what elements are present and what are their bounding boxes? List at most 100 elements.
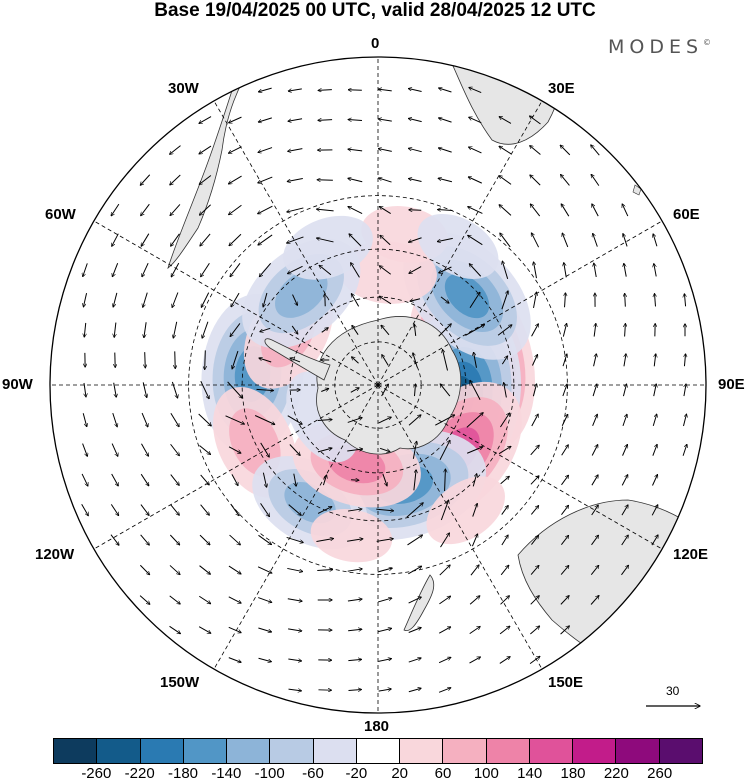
wind-vector xyxy=(469,117,482,124)
wind-vector xyxy=(347,539,363,542)
wind-vector xyxy=(622,444,628,456)
wind-vector xyxy=(287,207,304,212)
wind-vector xyxy=(348,149,363,151)
wind-vector xyxy=(231,474,238,485)
wind-vector xyxy=(468,207,483,214)
longitude-label-0: 0 xyxy=(371,35,380,52)
wind-vector xyxy=(145,352,146,368)
wind-vector xyxy=(143,292,148,308)
map-title: Base 19/04/2025 00 UTC, valid 28/04/2025… xyxy=(154,0,596,21)
wind-vector xyxy=(199,175,212,184)
wind-vector xyxy=(317,570,332,571)
wind-vector xyxy=(439,266,452,273)
wind-vector xyxy=(258,87,272,92)
wind-vector xyxy=(591,445,598,456)
wind-vector xyxy=(258,234,273,245)
wind-vector xyxy=(287,177,303,181)
wind-vector xyxy=(497,325,512,336)
wind-vector xyxy=(652,444,657,456)
wind-vector xyxy=(287,598,302,601)
meridian-line xyxy=(377,384,543,670)
wind-vector xyxy=(140,473,149,486)
wind-vector xyxy=(561,175,570,186)
wind-vector xyxy=(111,473,119,486)
wind-vector xyxy=(321,388,328,392)
wind-vector xyxy=(414,384,415,397)
wind-vector xyxy=(258,117,272,122)
wind-vector xyxy=(113,292,118,307)
wind-vector xyxy=(592,204,599,217)
wind-vector xyxy=(319,265,332,276)
meridian-line xyxy=(377,220,663,386)
wind-vector xyxy=(287,265,303,273)
wind-vector xyxy=(438,688,451,693)
wind-vector xyxy=(499,205,512,216)
meridian-line xyxy=(213,100,379,386)
wind-vector xyxy=(202,321,209,339)
wind-vector xyxy=(291,325,298,334)
wind-vector xyxy=(230,262,241,276)
wind-vector xyxy=(347,569,363,572)
wind-vector xyxy=(288,88,302,91)
graticule xyxy=(50,57,706,713)
wind-vector xyxy=(348,178,363,183)
wind-vector xyxy=(228,596,241,603)
wind-vector xyxy=(652,474,657,486)
wind-vector xyxy=(287,567,302,571)
wind-vector xyxy=(110,534,119,546)
anomaly-contour xyxy=(426,476,505,545)
wind-vector xyxy=(378,149,392,152)
wind-vector xyxy=(445,469,446,492)
wind-vector xyxy=(562,233,569,248)
wind-vector xyxy=(562,384,567,397)
wind-vector xyxy=(560,535,568,545)
wind-vector xyxy=(470,565,479,576)
wind-vector xyxy=(408,628,422,633)
wind-vector xyxy=(439,88,452,93)
wind-vector xyxy=(594,263,597,277)
wind-vector xyxy=(621,565,628,576)
wind-vector xyxy=(287,415,303,425)
wind-vector xyxy=(435,415,454,426)
wind-vector xyxy=(499,176,512,185)
wind-vector xyxy=(169,534,179,545)
wind-vector xyxy=(288,504,302,516)
colorbar-bin xyxy=(486,739,530,763)
wind-vector xyxy=(438,210,453,211)
wind-vector xyxy=(531,354,537,366)
colorbar xyxy=(53,738,703,764)
wind-vector xyxy=(316,209,334,211)
wind-vector xyxy=(531,324,539,337)
wind-vector xyxy=(406,503,423,518)
wind-vector xyxy=(232,350,239,369)
wind-vector xyxy=(561,475,568,486)
map-border xyxy=(49,56,707,714)
wind-vector xyxy=(623,234,628,247)
wind-vector xyxy=(228,175,242,184)
wind-vector xyxy=(377,568,393,573)
colorbar-bin xyxy=(400,739,444,763)
wind-vector xyxy=(173,321,178,338)
wind-vector xyxy=(200,233,211,246)
wind-vector xyxy=(348,90,362,91)
wind-vector xyxy=(414,324,415,336)
wind-vector xyxy=(229,116,242,123)
wind-vector xyxy=(530,506,538,515)
wind-vector xyxy=(654,354,656,367)
wind-vector xyxy=(683,414,686,427)
wind-vector xyxy=(258,627,271,632)
colorbar-bin xyxy=(140,739,184,763)
wind-vector xyxy=(466,413,483,428)
wind-vector xyxy=(288,148,303,152)
wind-vector xyxy=(590,565,598,575)
wind-vector xyxy=(408,148,422,153)
wind-vector xyxy=(408,688,421,693)
wind-vector xyxy=(564,263,567,278)
colorbar-bin xyxy=(573,739,617,763)
wind-vector xyxy=(228,146,242,154)
wind-vector xyxy=(560,596,569,605)
wind-vector xyxy=(623,354,626,367)
new-zealand-landmass xyxy=(403,574,435,632)
wind-vector xyxy=(469,147,482,154)
wind-vector xyxy=(530,476,539,485)
